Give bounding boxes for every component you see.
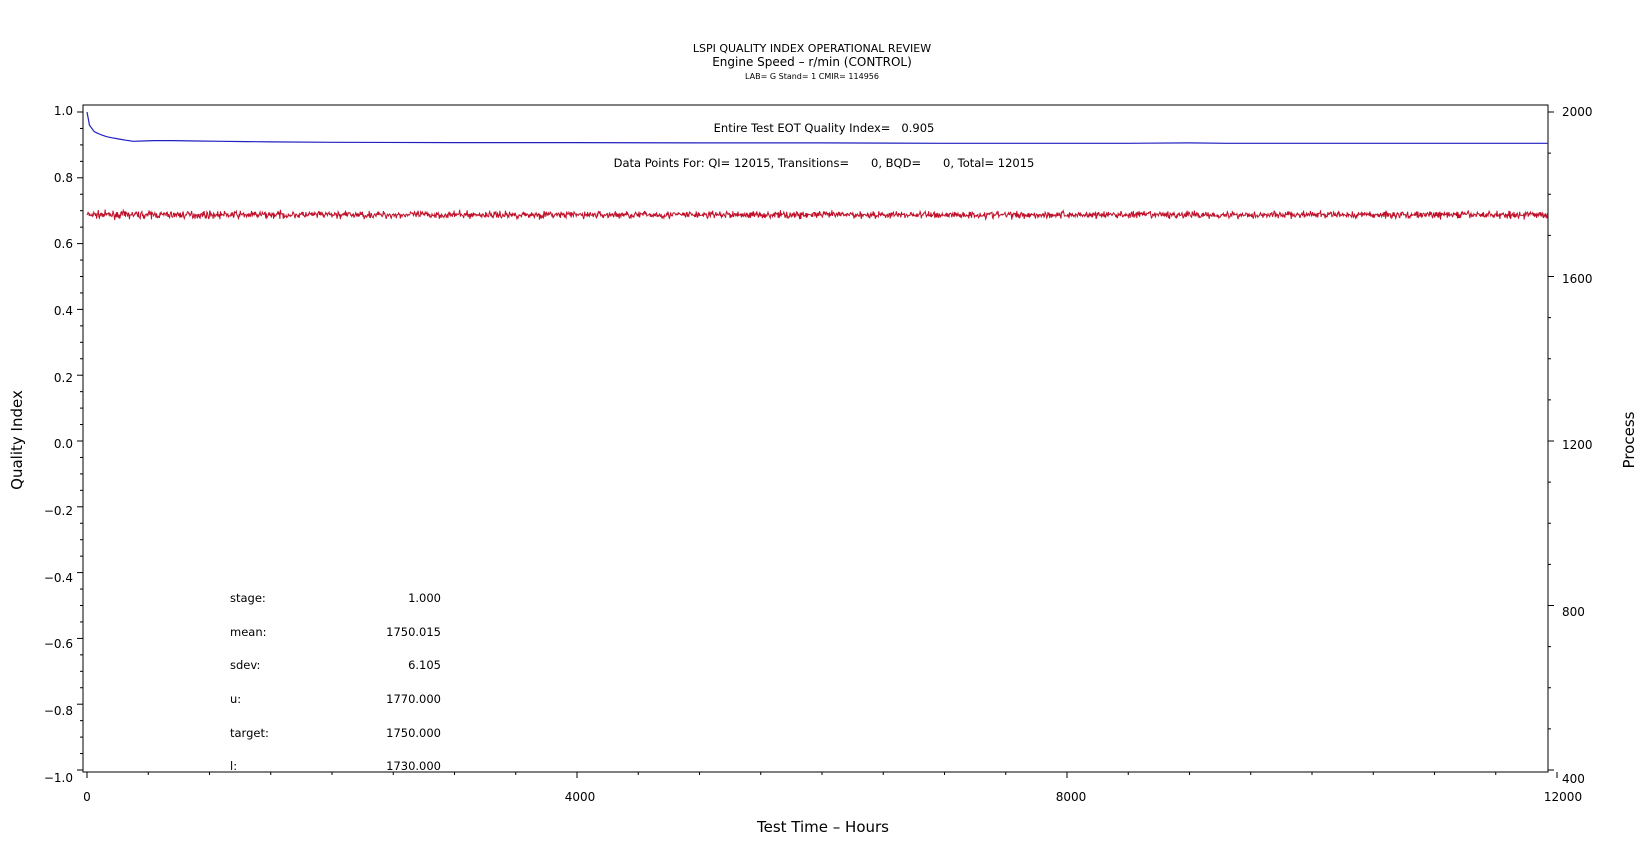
x-axis-title: Test Time – Hours (756, 818, 889, 836)
chart-title: LSPI QUALITY INDEX OPERATIONAL REVIEW (693, 42, 931, 55)
y-tick-label: −0.2 (44, 504, 73, 518)
chart-subtitle-lab: LAB= G Stand= 1 CMIR= 114956 (745, 72, 879, 81)
series-quality-index-line (86, 111, 1548, 144)
data-points-annotation: Data Points For: QI= 12015, Transitions=… (614, 156, 1035, 170)
y-tick-label: −0.6 (44, 637, 73, 651)
y-tick-label: 0.8 (54, 171, 73, 185)
stat-label: u: (230, 692, 241, 706)
y-tick-label: −0.4 (44, 571, 73, 585)
y-tick-label: −1.0 (44, 771, 73, 785)
stats-block: stage: 1.000 mean: 1750.015 sdev: 6.105 … (230, 591, 441, 773)
y-tick-label: 0.4 (54, 304, 73, 318)
right-axis-ticks (1548, 111, 1554, 771)
stat-value: 1750.000 (386, 726, 441, 740)
stat-value: 1730.000 (386, 759, 441, 773)
stat-value: 6.105 (408, 658, 441, 672)
stat-label: sdev: (230, 658, 260, 672)
stat-label: mean: (230, 625, 267, 639)
stat-label: l: (230, 759, 237, 773)
x-tick-label: 12000 (1544, 790, 1582, 804)
x-tick-label: 0 (83, 790, 91, 804)
y2-tick-label: 1200 (1562, 438, 1593, 452)
y2-axis-title: Process (1620, 411, 1638, 468)
left-axis-labels: 1.0 0.8 0.6 0.4 0.2 0.0 −0.2 −0.4 −0.6 −… (44, 104, 73, 785)
qi-annotation: Entire Test EOT Quality Index= 0.905 (714, 121, 935, 135)
bottom-axis-labels: 0 4000 8000 12000 (83, 790, 1582, 804)
chart-subtitle: Engine Speed – r/min (CONTROL) (712, 55, 912, 69)
right-axis-labels: 2000 1600 1200 800 400 (1562, 105, 1593, 786)
y-tick-label: 0.0 (54, 437, 73, 451)
y-axis-title: Quality Index (8, 390, 26, 490)
series-process-line (86, 208, 1548, 222)
bottom-axis-ticks (86, 772, 1558, 778)
plot-frame (82, 104, 1549, 773)
x-tick-label: 4000 (565, 790, 596, 804)
y-tick-label: 0.6 (54, 237, 73, 251)
y-tick-label: 1.0 (54, 104, 73, 118)
y2-tick-label: 400 (1562, 772, 1585, 786)
left-axis-ticks (77, 111, 83, 771)
y-tick-label: −0.8 (44, 704, 73, 718)
stat-value: 1750.015 (386, 625, 441, 639)
x-tick-label: 8000 (1056, 790, 1087, 804)
stat-value: 1.000 (408, 591, 441, 605)
y2-tick-label: 800 (1562, 605, 1585, 619)
stat-label: stage: (230, 591, 266, 605)
y2-tick-label: 2000 (1562, 105, 1593, 119)
stat-label: target: (230, 726, 269, 740)
y-tick-label: 0.2 (54, 371, 73, 385)
y2-tick-label: 1600 (1562, 272, 1593, 286)
stat-value: 1770.000 (386, 692, 441, 706)
